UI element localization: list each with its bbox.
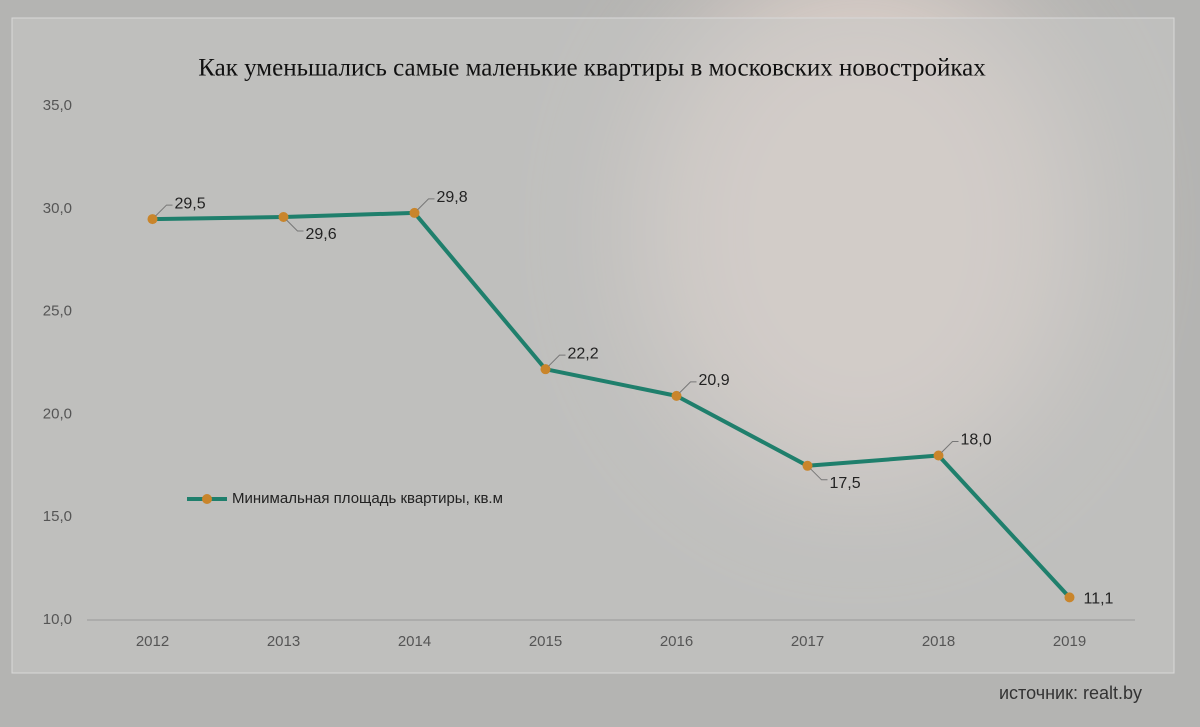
legend-label: Минимальная площадь квартиры, кв.м <box>232 490 503 507</box>
x-tick-label: 2015 <box>529 633 562 650</box>
data-point <box>147 214 158 225</box>
leader-line <box>679 381 697 394</box>
chart-frame <box>11 17 1175 674</box>
data-label: 17,5 <box>830 475 861 492</box>
legend-marker <box>202 494 212 504</box>
data-point <box>671 390 682 401</box>
leader-line <box>155 204 173 217</box>
leader-line <box>417 198 435 211</box>
y-tick-label: 35,0 <box>43 97 72 114</box>
x-tick-label: 2013 <box>267 633 300 650</box>
data-label: 20,9 <box>699 372 730 389</box>
x-tick-label: 2014 <box>398 633 431 650</box>
series-line <box>152 210 1071 599</box>
data-point <box>933 450 944 461</box>
data-point <box>802 460 813 471</box>
y-tick-label: 25,0 <box>43 303 72 320</box>
leader-line <box>286 219 304 232</box>
y-tick-label: 10,0 <box>43 611 72 628</box>
data-label: 29,5 <box>175 195 206 212</box>
chart-title: Как уменьшались самые маленькие квартиры… <box>198 55 986 82</box>
data-point <box>409 207 420 218</box>
y-tick-label: 20,0 <box>43 405 72 422</box>
source: источник: realt.by <box>999 683 1142 703</box>
data-label: 11,1 <box>1084 591 1114 608</box>
data-point <box>540 364 551 375</box>
data-point <box>1064 592 1075 603</box>
x-tick-label: 2019 <box>1053 633 1086 650</box>
y-tick-label: 30,0 <box>43 200 72 217</box>
data-label: 29,6 <box>306 226 337 243</box>
y-tick-label: 15,0 <box>43 508 72 525</box>
x-tick-label: 2018 <box>922 633 955 650</box>
x-tick-label: 2016 <box>660 633 693 650</box>
leader-line <box>810 468 828 481</box>
data-label: 18,0 <box>961 432 992 449</box>
data-label: 29,8 <box>437 189 468 206</box>
x-tick-label: 2017 <box>791 633 824 650</box>
data-point <box>278 212 289 223</box>
data-label: 22,2 <box>568 345 599 362</box>
leader-line <box>548 354 566 367</box>
leader-line <box>941 441 959 453</box>
x-tick-label: 2012 <box>136 633 169 650</box>
